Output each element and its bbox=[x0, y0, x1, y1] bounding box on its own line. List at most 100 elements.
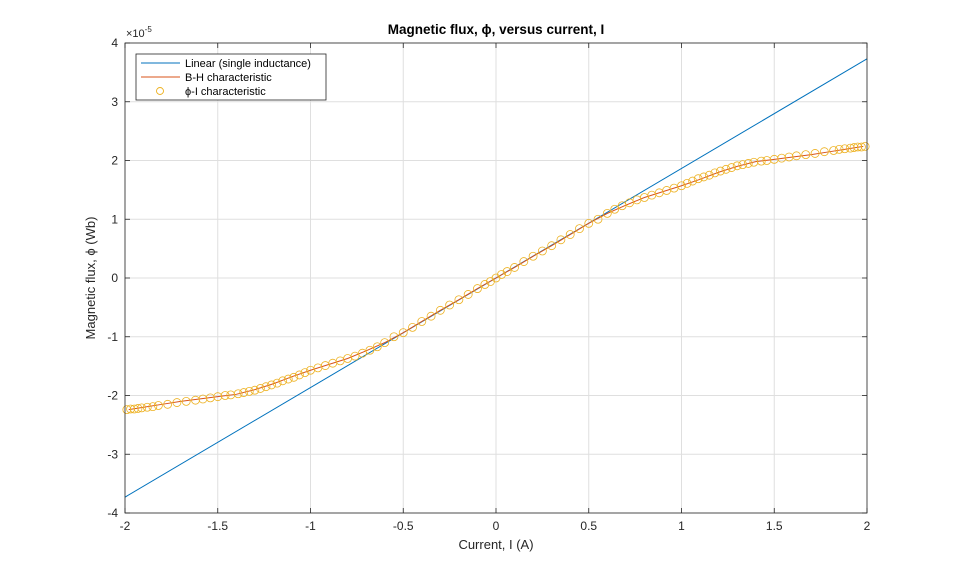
x-tick-label: 1.5 bbox=[766, 519, 783, 533]
phi-i-marker bbox=[547, 241, 557, 251]
phi-i-marker bbox=[593, 214, 603, 224]
phi-i-marker bbox=[756, 156, 766, 166]
phi-i-marker bbox=[625, 198, 634, 208]
phi-i-marker bbox=[704, 170, 714, 180]
y-exponent-base: ×10 bbox=[126, 28, 145, 40]
series-layer bbox=[122, 58, 870, 498]
phi-i-marker bbox=[126, 404, 135, 414]
phi-i-marker bbox=[129, 404, 139, 414]
phi-i-marker bbox=[857, 142, 866, 152]
phi-i-marker bbox=[417, 317, 427, 326]
phi-i-marker bbox=[278, 376, 288, 386]
phi-i-marker bbox=[137, 403, 147, 413]
phi-i-marker bbox=[497, 270, 506, 279]
phi-i-marker bbox=[710, 168, 720, 178]
phi-i-marker bbox=[380, 338, 390, 348]
phi-i-marker bbox=[372, 342, 382, 352]
phi-i-marker bbox=[738, 160, 748, 170]
phi-i-marker bbox=[849, 143, 859, 152]
y-tick-label: 3 bbox=[111, 95, 118, 109]
phi-i-marker bbox=[845, 143, 855, 153]
phi-i-marker bbox=[256, 384, 265, 393]
y-exponent-power: -5 bbox=[145, 25, 153, 34]
x-tick-label: 0 bbox=[493, 519, 500, 533]
y-tick-label: 2 bbox=[111, 154, 118, 168]
phi-i-marker bbox=[556, 235, 566, 245]
phi-i-marker bbox=[426, 311, 436, 321]
phi-i-marker bbox=[510, 263, 519, 272]
phi-i-marker bbox=[283, 374, 293, 384]
y-tick-label: 0 bbox=[111, 271, 118, 285]
phi-i-marker bbox=[133, 404, 143, 413]
phi-i-marker bbox=[519, 257, 529, 266]
phi-i-marker bbox=[463, 290, 473, 299]
phi-i-marker bbox=[693, 174, 703, 184]
phi-i-marker bbox=[575, 224, 584, 234]
phi-i-marker bbox=[294, 370, 304, 380]
phi-i-marker bbox=[732, 161, 742, 171]
phi-i-marker bbox=[398, 328, 408, 338]
phi-i-marker bbox=[365, 345, 375, 355]
x-tick-label: -1.5 bbox=[207, 519, 228, 533]
x-axis-label: Current, I (A) bbox=[458, 537, 533, 552]
y-tick-label: -2 bbox=[107, 389, 118, 403]
phi-i-marker bbox=[267, 380, 276, 390]
phi-i-marker bbox=[250, 385, 260, 395]
phi-i-marker bbox=[408, 322, 417, 332]
phi-i-marker bbox=[834, 144, 844, 154]
phi-i-marker bbox=[300, 368, 310, 377]
phi-i-marker bbox=[801, 150, 811, 160]
phi-i-marker bbox=[435, 305, 445, 315]
series-phi-i-markers bbox=[122, 141, 870, 415]
y-tick-label: 4 bbox=[111, 36, 118, 50]
phi-i-marker bbox=[677, 181, 686, 191]
y-tick-label: 1 bbox=[111, 212, 118, 226]
phi-i-marker bbox=[602, 208, 612, 218]
phi-i-marker bbox=[191, 395, 200, 405]
phi-i-marker bbox=[840, 144, 850, 154]
phi-i-marker bbox=[233, 389, 243, 399]
ticks: -2 -1.5 -1 -0.5 0 0.5 1 1.5 2 -4 -3 -2 -1 0 1 2 3 4 bbox=[107, 36, 870, 533]
phi-i-marker bbox=[358, 348, 367, 358]
phi-i-marker bbox=[860, 141, 870, 151]
legend[interactable]: Linear (single inductance) B-H character… bbox=[135, 53, 327, 101]
x-tick-label: -1 bbox=[305, 519, 316, 533]
y-axis-label: Magnetic flux, ϕ (Wb) bbox=[83, 217, 98, 340]
x-tick-label: 1 bbox=[678, 519, 685, 533]
phi-i-marker bbox=[153, 401, 163, 410]
phi-i-marker bbox=[727, 163, 736, 172]
phi-i-marker bbox=[721, 164, 731, 174]
legend-entry-linear: Linear (single inductance) bbox=[185, 58, 311, 70]
phi-i-marker bbox=[445, 300, 455, 310]
phi-i-marker bbox=[743, 159, 753, 168]
phi-i-marker bbox=[172, 398, 182, 407]
phi-i-marker bbox=[261, 382, 271, 392]
phi-i-marker bbox=[810, 149, 820, 158]
phi-i-marker bbox=[699, 172, 709, 182]
phi-i-marker bbox=[226, 390, 236, 400]
legend-entry-bh: B-H characteristic bbox=[185, 72, 272, 84]
x-tick-label: 2 bbox=[864, 519, 871, 533]
phi-i-marker bbox=[220, 391, 230, 400]
phi-i-marker bbox=[122, 405, 132, 415]
phi-i-marker bbox=[617, 201, 627, 211]
phi-i-marker bbox=[473, 284, 482, 293]
phi-i-marker bbox=[205, 393, 215, 403]
phi-i-marker bbox=[688, 176, 698, 186]
series-bh-line bbox=[128, 145, 864, 411]
phi-i-marker bbox=[682, 179, 692, 188]
y-axis-exponent: ×10-5 bbox=[126, 25, 152, 40]
x-tick-label: 0.5 bbox=[580, 519, 597, 533]
phi-i-marker bbox=[181, 396, 191, 406]
phi-i-marker bbox=[142, 402, 152, 412]
phi-i-marker bbox=[853, 142, 863, 152]
phi-i-marker bbox=[584, 218, 594, 228]
x-tick-label: -2 bbox=[120, 519, 131, 533]
y-tick-label: -4 bbox=[107, 506, 118, 520]
phi-i-marker bbox=[148, 402, 158, 412]
phi-i-marker bbox=[784, 152, 794, 162]
phi-i-marker bbox=[213, 392, 223, 402]
y-tick-label: -3 bbox=[107, 447, 118, 461]
legend-entry-phi-i: ϕ-I characteristic bbox=[185, 86, 266, 98]
